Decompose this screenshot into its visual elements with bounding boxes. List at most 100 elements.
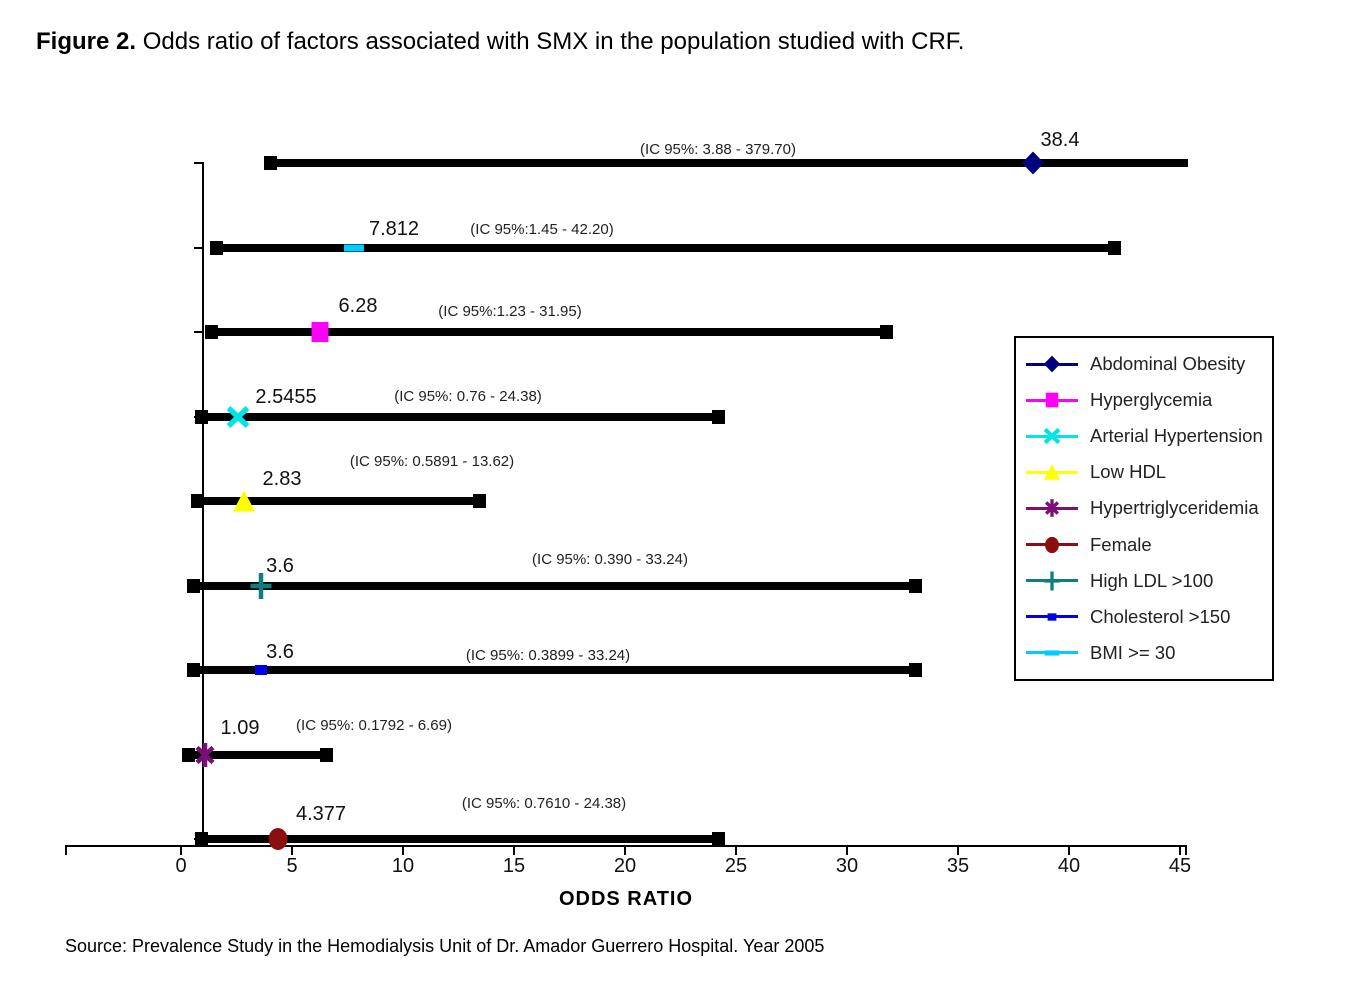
- ci-bar: [194, 497, 484, 506]
- x-axis-tick-label: 0: [175, 855, 187, 877]
- x-axis-tick-label: 5: [286, 855, 298, 877]
- ci-bar: [197, 412, 723, 421]
- ci-bar-left-cap: [186, 663, 200, 678]
- x-axis-tick: [624, 847, 626, 855]
- ci-label: (IC 95%: 0.390 - 33.24): [532, 551, 688, 568]
- legend-item-label: Abdominal Obesity: [1090, 353, 1246, 375]
- value-label: 3.6: [266, 555, 294, 577]
- marker-plus-high-ldl-100: [246, 571, 276, 601]
- x-axis-tick-label: 25: [724, 855, 748, 877]
- x-axis-tick: [846, 847, 848, 855]
- x-axis-edge-tick: [1185, 847, 1187, 855]
- legend-item-label: Female: [1090, 533, 1152, 555]
- ci-bar-right-cap: [319, 747, 333, 762]
- legend-item-high-ldl-100: High LDL >100: [1026, 569, 1266, 593]
- legend-item-abdominal-obesity: Abdominal Obesity: [1026, 352, 1266, 376]
- marker-smallsq-cholesterol-150: [246, 655, 276, 685]
- ci-label: (IC 95%: 0.3899 - 33.24): [465, 647, 631, 664]
- ci-bar-left-cap: [191, 494, 205, 509]
- x-axis-tick-label: 20: [613, 855, 637, 877]
- legend-marker-circle-icon: [1026, 533, 1078, 557]
- value-label: 2.5455: [255, 386, 317, 408]
- ci-label: (IC 95%: 0.7610 - 24.38): [461, 795, 627, 812]
- x-axis-tick: [291, 847, 293, 855]
- legend-marker-triangle-icon: [1026, 460, 1078, 484]
- x-axis-tick: [1068, 847, 1070, 855]
- ci-bar-left-cap: [194, 832, 208, 847]
- value-label: 1.09: [220, 717, 260, 739]
- figure-title-text: Odds ratio of factors associated with SM…: [136, 28, 965, 55]
- x-axis-line: [65, 845, 1187, 847]
- x-axis-tick: [402, 847, 404, 855]
- legend-item-arterial-hypertension: Arterial Hypertension: [1026, 424, 1266, 448]
- x-axis-tick: [957, 847, 959, 855]
- ci-bar: [213, 243, 1118, 252]
- legend-marker-asterisk-icon: [1026, 496, 1078, 520]
- x-axis-tick-label: 15: [502, 855, 526, 877]
- legend-marker-glyph: [1041, 570, 1063, 592]
- value-label: 7.812: [368, 218, 420, 240]
- ci-bar-right-cap: [1107, 240, 1121, 255]
- legend-marker-smallsq-icon: [1026, 605, 1078, 629]
- x-axis-tick: [1179, 847, 1181, 855]
- ci-label: (IC 95%:1.45 - 42.20): [470, 221, 614, 238]
- ci-bar-right-cap: [712, 832, 726, 847]
- ci-label: (IC 95%: 0.1792 - 6.69): [296, 717, 452, 734]
- value-label: 6.28: [338, 295, 378, 317]
- legend-item-label: Arterial Hypertension: [1090, 425, 1263, 447]
- marker-asterisk-hypertriglyceridemia: [190, 740, 220, 770]
- legend-marker-glyph: [1041, 353, 1063, 375]
- ci-label: (IC 95%: 3.88 - 379.70): [640, 141, 796, 158]
- category-axis-tick: [194, 246, 204, 249]
- x-axis-tick: [180, 847, 182, 855]
- figure-title: Figure 2. Odds ratio of factors associat…: [36, 28, 964, 56]
- ci-label: (IC 95%:1.23 - 31.95): [438, 303, 582, 320]
- legend-item-female: Female: [1026, 533, 1266, 557]
- legend-item-label: BMI >= 30: [1090, 641, 1176, 663]
- x-axis-tick-label: 40: [1057, 855, 1081, 877]
- ci-bar-right-cap: [712, 409, 726, 424]
- legend-marker-glyph: [1041, 389, 1063, 411]
- value-label: 2.83: [262, 468, 302, 490]
- x-axis-tick: [513, 847, 515, 855]
- x-axis-tick-label: 45: [1168, 855, 1192, 877]
- category-axis-tick: [194, 162, 204, 164]
- ci-label: (IC 95%: 0.76 - 24.38): [394, 388, 542, 405]
- marker-dash-bmi-30: [339, 233, 369, 263]
- x-axis-tick-label: 10: [391, 855, 415, 877]
- legend-marker-glyph: [1041, 497, 1063, 519]
- legend-item-label: Cholesterol >150: [1090, 605, 1231, 627]
- ci-bar-left-cap: [186, 578, 200, 593]
- legend-marker-square-icon: [1026, 388, 1078, 412]
- marker-diamond-abdominal-obesity: [1018, 148, 1048, 178]
- figure-title-label: Figure 2.: [36, 28, 137, 55]
- legend-item-hypertriglyceridemia: Hypertriglyceridemia: [1026, 496, 1266, 520]
- ci-label: (IC 95%: 0.5891 - 13.62): [349, 453, 515, 470]
- x-axis-tick-label: 35: [946, 855, 970, 877]
- legend-item-label: Hyperglycemia: [1090, 389, 1213, 411]
- value-label: 3.6: [266, 641, 294, 663]
- ci-bar-left-cap: [181, 747, 195, 762]
- x-axis-tick: [735, 847, 737, 855]
- legend-marker-glyph: [1041, 461, 1063, 483]
- legend-marker-x-icon: [1026, 424, 1078, 448]
- legend-marker-glyph: [1041, 534, 1063, 556]
- legend-item-label: High LDL >100: [1090, 569, 1214, 591]
- source-note: Source: Prevalence Study in the Hemodial…: [65, 936, 825, 956]
- ci-bar-right-cap: [908, 578, 922, 593]
- legend-item-label: Low HDL: [1090, 461, 1167, 483]
- ci-bar: [189, 666, 919, 675]
- value-label: 38.4: [1040, 129, 1080, 151]
- legend-item-hyperglycemia: Hyperglycemia: [1026, 388, 1266, 412]
- marker-square-hyperglycemia: [305, 317, 335, 347]
- x-axis-tick-label: 30: [835, 855, 859, 877]
- ci-bar: [208, 328, 891, 337]
- legend-marker-glyph: [1041, 425, 1063, 447]
- ci-bar-right-cap: [880, 325, 894, 340]
- legend-marker-glyph: [1041, 642, 1063, 664]
- legend-item-low-hdl: Low HDL: [1026, 460, 1266, 484]
- ci-bar-left-cap: [205, 325, 219, 340]
- legend-marker-glyph: [1041, 606, 1063, 628]
